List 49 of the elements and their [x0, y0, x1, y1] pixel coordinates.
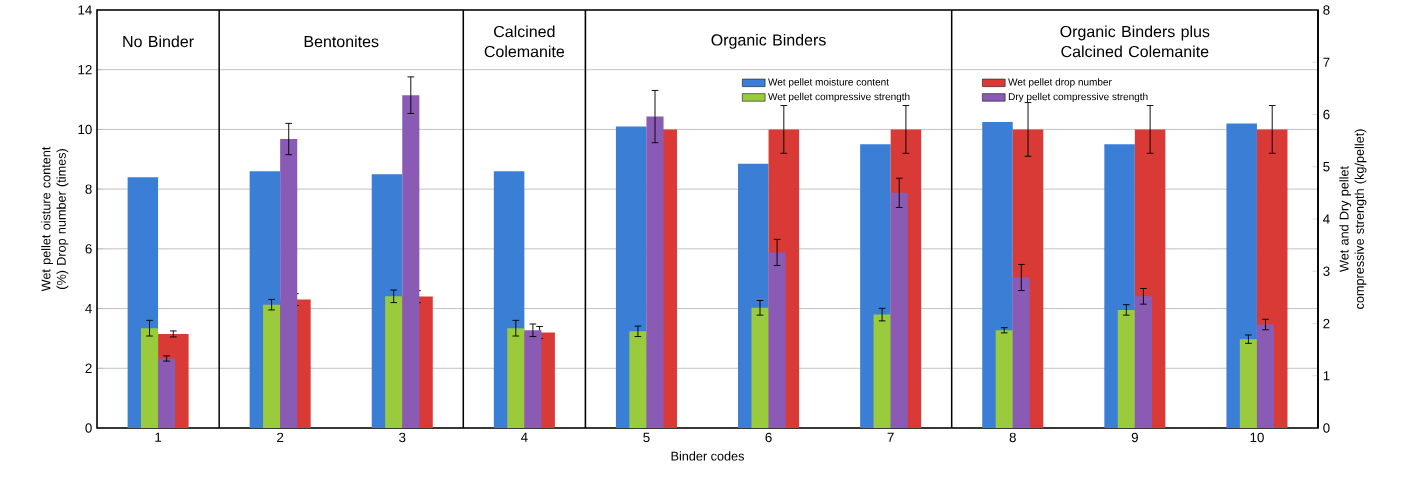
bar — [1256, 324, 1275, 428]
y2-axis-title: Wet and Dry pellet compressive strength (kg/pellet) — [1339, 129, 1367, 309]
y-tick-label: 14 — [78, 5, 92, 15]
annotation: No Binder — [123, 35, 194, 48]
y2-tick-label: 2 — [1323, 318, 1330, 329]
annotation: Bentonites — [304, 35, 379, 48]
x-tick-label: 9 — [1131, 432, 1138, 443]
x-tick-label: 5 — [643, 432, 650, 442]
y-tick-label: 0 — [85, 423, 92, 433]
bar — [995, 330, 1013, 428]
legend-label: Wet pellet moisture content — [768, 78, 889, 88]
legend-label: Wet pellet drop number — [1008, 78, 1112, 88]
x-tick-label: 3 — [399, 432, 406, 443]
y2-tick-label: 6 — [1323, 109, 1330, 120]
y-tick-label: 8 — [85, 184, 92, 194]
y-tick-label: 6 — [85, 244, 92, 254]
legend-label: Dry pellet compressive strength — [1008, 92, 1148, 103]
y2-tick-label: 1 — [1323, 371, 1330, 381]
x-tick-label: 1 — [155, 432, 162, 442]
x-tick-label: 10 — [1250, 432, 1264, 443]
y-axis-title: Wet pellet oisture content (%) Drop number (times) — [41, 146, 69, 292]
y-tick-label: 4 — [85, 303, 92, 314]
x-tick-label: 8 — [1009, 432, 1016, 443]
bar — [629, 331, 647, 428]
y-tick-label: 2 — [85, 363, 92, 373]
bar — [751, 307, 769, 428]
y2-tick-label: 8 — [1323, 5, 1330, 15]
x-tick-label: 2 — [277, 432, 284, 442]
bar — [1239, 339, 1257, 428]
legend-label: Wet pellet compressive strength — [768, 92, 910, 103]
bar — [1117, 309, 1135, 428]
y2-tick-label: 5 — [1323, 162, 1330, 172]
y2-tick-label: 7 — [1323, 57, 1330, 67]
bar — [1134, 296, 1152, 428]
x-tick-label: 6 — [765, 432, 772, 443]
y-tick-label: 12 — [78, 65, 92, 75]
annotation: Organic Binders — [711, 33, 826, 49]
bar — [158, 358, 176, 428]
annotation: Organic Binders plus Calcined Colemanite — [1060, 25, 1210, 58]
bar — [873, 314, 891, 428]
y2-tick-label: 0 — [1323, 423, 1330, 433]
x-tick-label: 4 — [520, 432, 528, 442]
x-tick-label: 7 — [887, 432, 894, 442]
x-axis-title: Binder codes — [671, 451, 744, 461]
annotation: Calcined Colemanite — [484, 25, 565, 58]
y-tick-label: 10 — [78, 124, 92, 135]
y2-tick-label: 4 — [1323, 214, 1330, 224]
bar — [1012, 277, 1030, 428]
y2-tick-label: 3 — [1323, 266, 1330, 276]
